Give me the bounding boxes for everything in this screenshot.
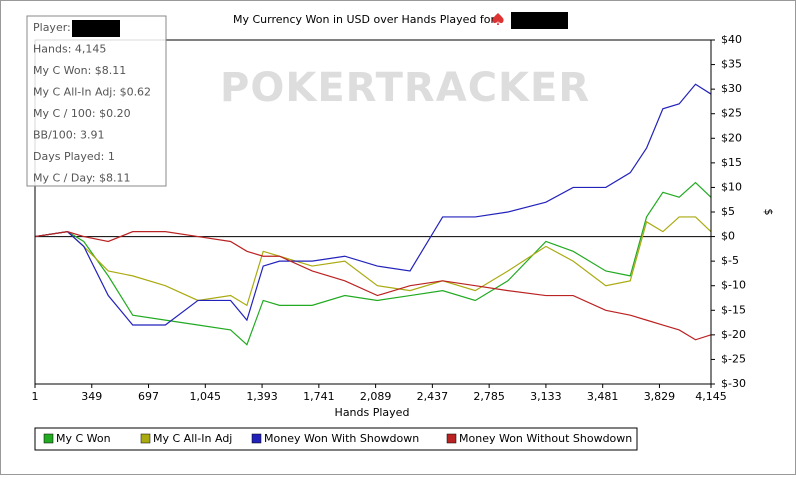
chart-title: My Currency Won in USD over Hands Played… (233, 13, 496, 26)
x-tick-label: 1 (32, 390, 39, 403)
x-tick-label: 2,437 (417, 390, 449, 403)
redacted (511, 12, 568, 29)
y-tick-label: $25 (721, 107, 742, 120)
x-tick-label: 4,145 (695, 390, 727, 403)
legend: My C Won My C All-In Adj Money Won With Sh… (34, 427, 638, 451)
y-tick-label: $-30 (721, 377, 746, 390)
y-tick-label: $-25 (721, 352, 746, 365)
info-line: Days Played: 1 (33, 150, 115, 163)
y-tick-label: $5 (721, 205, 735, 218)
legend-label: Money Won With Showdown (264, 432, 419, 445)
x-tick-label: 1,045 (190, 390, 222, 403)
series-line (34, 216, 712, 307)
y-tick-label: $15 (721, 156, 742, 169)
legend-swatch (140, 433, 151, 444)
x-tick-label: 2,089 (360, 390, 392, 403)
info-line: My C / Day: $8.11 (33, 172, 131, 185)
x-tick-label: 3,481 (587, 390, 619, 403)
x-tick-label: 697 (138, 390, 159, 403)
legend-swatch (446, 433, 457, 444)
y-tick-label: $-5 (721, 254, 739, 267)
info-line: My C All-In Adj: $0.62 (33, 86, 151, 99)
legend-swatch (43, 433, 54, 444)
y-tick-label: $-10 (721, 279, 746, 292)
info-line: My C Won: $8.11 (33, 64, 126, 77)
y-tick-label: $10 (721, 180, 742, 193)
y-tick-label: $35 (721, 58, 742, 71)
y-tick-label: $-15 (721, 303, 746, 316)
y-axis-label: $ (762, 209, 775, 216)
legend-label: My C Won (56, 432, 111, 445)
info-panel (26, 15, 167, 187)
x-tick-label: 3,133 (530, 390, 562, 403)
y-tick-label: $30 (721, 82, 742, 95)
series-line (34, 231, 712, 341)
series-line (34, 83, 712, 326)
x-tick-label: 3,829 (644, 390, 676, 403)
legend-box (34, 427, 638, 451)
x-tick-label: 1,393 (246, 390, 278, 403)
y-tick-label: $20 (721, 131, 742, 144)
redacted (72, 20, 120, 37)
spade-icon (492, 13, 504, 25)
legend-label: My C All-In Adj (153, 432, 232, 445)
info-line: Hands: 4,145 (33, 43, 106, 56)
watermark: POKERTRACKER (220, 65, 590, 111)
x-tick-label: 1,741 (303, 390, 335, 403)
info-box: Player: Hands: 4,145 My C Won: $8.11 My C A… (26, 15, 167, 187)
plot-border (34, 39, 712, 385)
legend-swatch (251, 433, 262, 444)
info-line: BB/100: 3.91 (33, 129, 105, 142)
x-axis-label: Hands Played (335, 406, 410, 419)
y-tick-label: $0 (721, 230, 735, 243)
legend-label: Money Won Without Showdown (459, 432, 632, 445)
y-tick-label: $-20 (721, 328, 746, 341)
x-tick-label: 2,785 (473, 390, 505, 403)
x-tick-label: 349 (81, 390, 102, 403)
info-line: My C / 100: $0.20 (33, 107, 131, 120)
info-line: Player: (33, 21, 71, 34)
series-line (34, 181, 712, 346)
y-tick-label: $40 (721, 33, 742, 46)
